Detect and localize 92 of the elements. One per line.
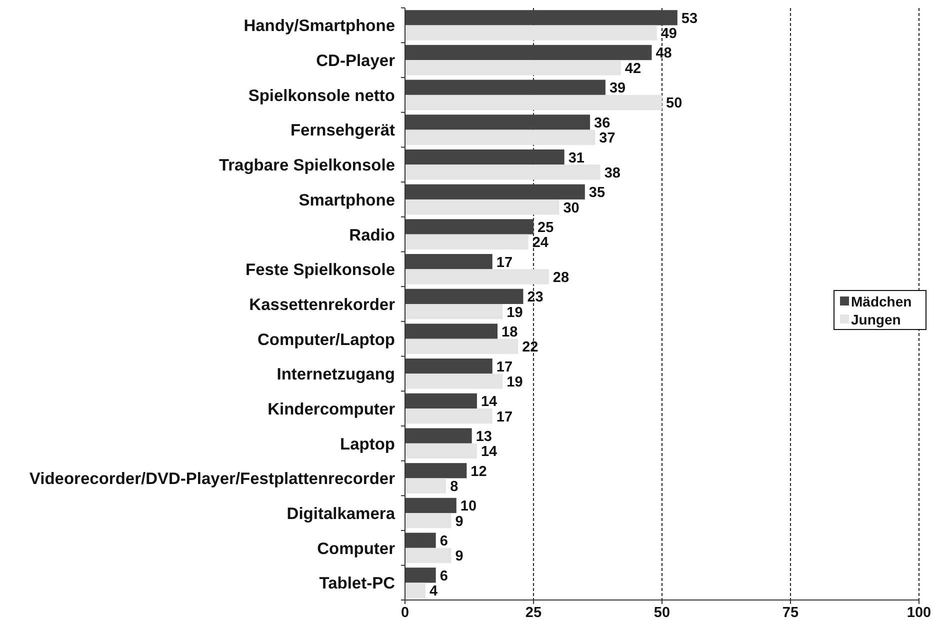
data-label: 36: [594, 115, 610, 132]
data-label: 22: [522, 340, 538, 356]
y-tick-label: Radio: [349, 226, 395, 244]
x-tick-label: 50: [654, 605, 670, 621]
data-label: 12: [470, 464, 487, 480]
y-tick-label: Videorecorder/DVD-Player/Festplattenrecorder: [29, 470, 396, 488]
y-tick-label: Kassettenrekorder: [249, 296, 396, 314]
data-label: 25: [538, 220, 554, 236]
data-label: 14: [480, 444, 498, 460]
data-label: 19: [506, 374, 523, 390]
bar: [405, 513, 452, 528]
data-label: 49: [660, 26, 677, 42]
bar: [405, 149, 564, 165]
data-label: 13: [476, 429, 492, 446]
data-label: 37: [599, 130, 616, 147]
bar: [405, 478, 446, 494]
bar: [405, 269, 549, 284]
bar: [405, 80, 606, 95]
bar: [405, 234, 528, 250]
bar: [405, 358, 492, 374]
bar: [405, 463, 467, 478]
y-tick-label: Tragbare Spielkonsole: [218, 156, 395, 175]
data-label: 8: [450, 479, 458, 496]
y-tick-label: CD-Player: [316, 52, 396, 70]
data-label: 6: [440, 534, 448, 550]
data-label: 17: [496, 359, 513, 376]
data-label: 50: [666, 96, 682, 112]
legend-label: Jungen: [851, 312, 901, 328]
data-label: 10: [460, 498, 477, 515]
bar: [405, 130, 596, 145]
bar: [405, 254, 492, 270]
data-label: 9: [455, 548, 464, 565]
bar: [405, 568, 436, 583]
y-tick-label: Computer: [317, 540, 396, 558]
data-label: 38: [604, 165, 620, 182]
data-label: 4: [430, 584, 438, 600]
data-label: 48: [656, 46, 672, 62]
data-label: 14: [480, 394, 498, 410]
data-label: 9: [455, 514, 464, 530]
data-label: 53: [681, 10, 698, 27]
y-tick-label: Handy/Smartphone: [244, 17, 395, 36]
x-tick-label: 0: [400, 605, 410, 621]
data-label: 42: [624, 60, 642, 77]
data-label: 28: [552, 270, 570, 286]
bar: [405, 428, 472, 444]
bar: [405, 324, 498, 339]
bar: [405, 219, 534, 234]
bar: [405, 338, 518, 354]
bar: [405, 288, 524, 304]
bar: [405, 164, 600, 180]
data-label: 24: [532, 235, 548, 252]
bar: [405, 25, 657, 40]
bar: [405, 548, 452, 564]
y-tick-label: Spielkonsole netto: [248, 86, 395, 105]
data-label: 39: [609, 80, 626, 97]
y-tick-label: Fernsehgerät: [290, 122, 396, 140]
y-tick-label: Kindercomputer: [268, 400, 396, 418]
bar: [405, 114, 590, 130]
y-tick-label: Digitalkamera: [286, 505, 396, 524]
y-tick-label: Tablet-PC: [319, 574, 396, 593]
y-tick-label: Computer/Laptop: [258, 330, 395, 349]
data-label: 17: [496, 409, 513, 426]
data-label: 17: [496, 254, 513, 271]
data-label: 18: [502, 324, 518, 340]
bar: [405, 393, 477, 409]
data-label: 23: [527, 290, 544, 306]
bar: [405, 532, 436, 548]
x-tick-label: 25: [525, 605, 542, 621]
y-tick-label: Internetzugang: [276, 366, 395, 384]
legend-label: Mädchen: [851, 294, 912, 310]
y-tick-label: Feste Spielkonsole: [246, 261, 395, 280]
bar: [405, 60, 621, 76]
data-label: 19: [506, 304, 523, 321]
bar: [405, 374, 503, 389]
bar: [405, 408, 492, 424]
y-tick-label: Smartphone: [298, 191, 395, 210]
bar: [405, 10, 678, 26]
bar: [405, 184, 585, 200]
x-tick-label: 75: [782, 605, 799, 621]
bar: [405, 44, 652, 60]
bar: [405, 304, 503, 320]
bar: [405, 582, 426, 598]
y-tick-label: Laptop: [340, 435, 395, 454]
bar: [405, 498, 456, 514]
data-label: 6: [440, 568, 448, 584]
data-label: 31: [568, 150, 584, 166]
x-tick-label: 100: [906, 605, 932, 621]
data-label: 35: [588, 185, 606, 202]
bar: [405, 443, 477, 459]
data-label: 30: [563, 200, 580, 216]
bar: [405, 94, 662, 110]
bar: [405, 199, 560, 215]
